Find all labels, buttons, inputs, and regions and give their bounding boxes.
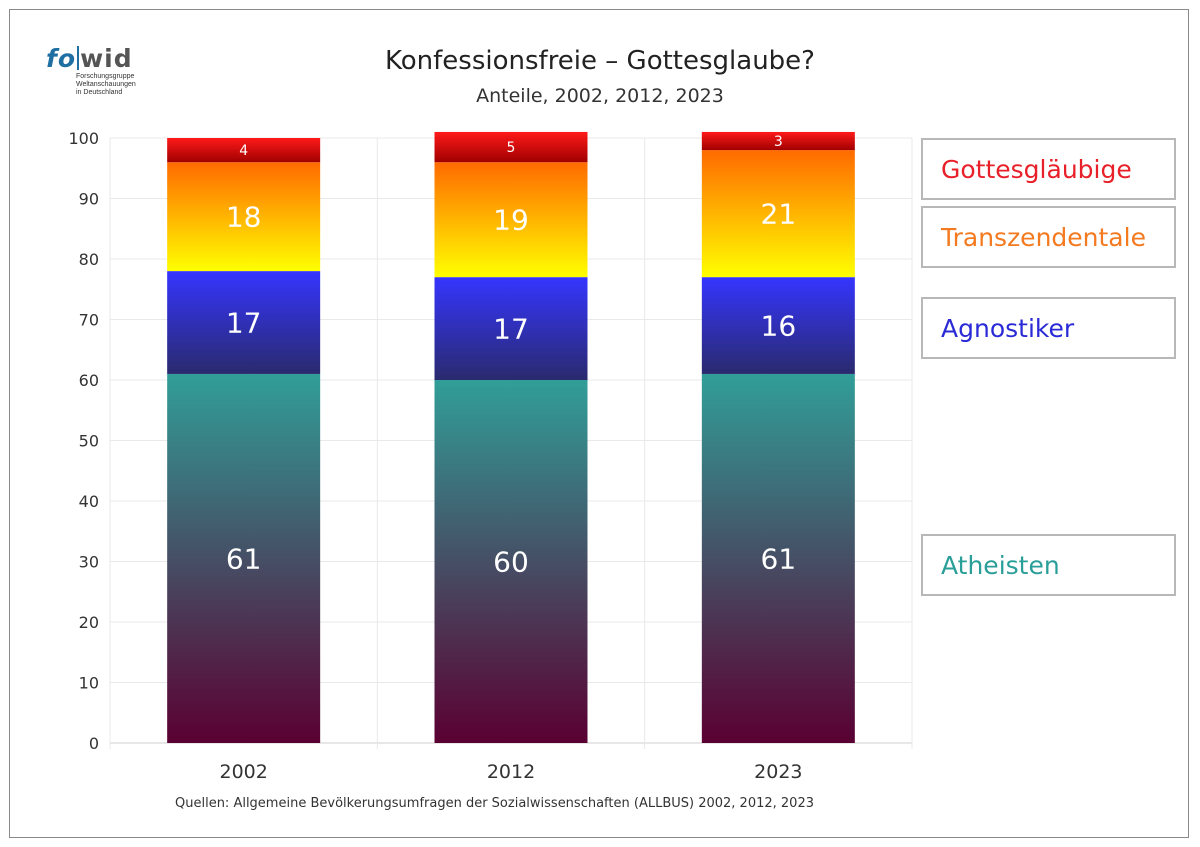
- logo-subtitle-line: in Deutschland: [76, 89, 123, 96]
- y-tick-label: 40: [79, 492, 99, 511]
- data-label: 21: [761, 198, 797, 231]
- logo-subtitle-line: Forschungsgruppe: [76, 73, 135, 80]
- y-tick-label: 10: [79, 674, 99, 693]
- bar-segment: [434, 380, 588, 743]
- data-label: 17: [493, 313, 529, 346]
- x-tick-label: 2002: [219, 761, 267, 783]
- legend-item-gottesglaeubige: Gottesgläubige: [921, 138, 1176, 200]
- y-tick-label: 50: [79, 432, 99, 451]
- legend-item-transzendentale: Transzendentale: [921, 206, 1176, 268]
- data-label: 17: [226, 307, 262, 340]
- bar-segment: [167, 373, 321, 743]
- bar-segment: [167, 162, 321, 272]
- x-tick-label: 2023: [754, 761, 802, 783]
- data-label: 61: [761, 542, 797, 575]
- bar-segment: [167, 271, 321, 374]
- y-tick-label: 30: [79, 553, 99, 572]
- logo-text-wid: wid: [80, 44, 133, 73]
- x-tick-label: 2012: [487, 761, 535, 783]
- y-tick-label: 60: [79, 371, 99, 390]
- y-tick-label: 90: [79, 190, 99, 209]
- data-label: 3: [774, 134, 783, 150]
- source-note: Quellen: Allgemeine Bevölkerungsumfragen…: [175, 796, 814, 811]
- logo-subtitle-line: Weltanschauungen: [76, 81, 136, 88]
- legend-item-atheisten: Atheisten: [921, 534, 1176, 596]
- y-tick-label: 70: [79, 311, 99, 330]
- bar-segment: [701, 277, 855, 374]
- y-tick-label: 100: [68, 129, 99, 148]
- legend-item-agnostiker: Agnostiker: [921, 297, 1176, 359]
- chart-title: Konfessionsfreie – Gottesglaube?: [385, 46, 815, 76]
- logo-subtitle: Forschungsgruppe Weltanschauungen in Deu…: [76, 73, 136, 97]
- bar-segment: [434, 131, 588, 163]
- logo-divider: [77, 46, 79, 70]
- data-label: 19: [493, 204, 529, 237]
- bar-segment: [434, 277, 588, 380]
- y-tick-label: 80: [79, 250, 99, 269]
- chart-subtitle: Anteile, 2002, 2012, 2023: [476, 85, 724, 107]
- legend-label: Agnostiker: [941, 313, 1075, 343]
- bar-segment: [434, 162, 588, 278]
- data-label: 5: [507, 140, 516, 156]
- bar-segment: [701, 150, 855, 278]
- bar-segment: [701, 373, 855, 743]
- bar-segment: [701, 131, 855, 151]
- legend-label: Atheisten: [941, 550, 1060, 580]
- y-tick-label: 20: [79, 613, 99, 632]
- data-label: 61: [226, 542, 262, 575]
- legend-label: Transzendentale: [941, 222, 1146, 252]
- data-label: 60: [493, 546, 529, 579]
- logo-text-fo: fo: [46, 44, 77, 73]
- logo-wordmark: fo wid: [46, 44, 133, 73]
- data-label: 4: [239, 143, 248, 159]
- data-label: 16: [761, 310, 797, 343]
- bar-segment: [167, 138, 321, 163]
- legend-label: Gottesgläubige: [941, 154, 1132, 184]
- y-tick-label: 0: [89, 734, 99, 753]
- data-label: 18: [226, 201, 262, 234]
